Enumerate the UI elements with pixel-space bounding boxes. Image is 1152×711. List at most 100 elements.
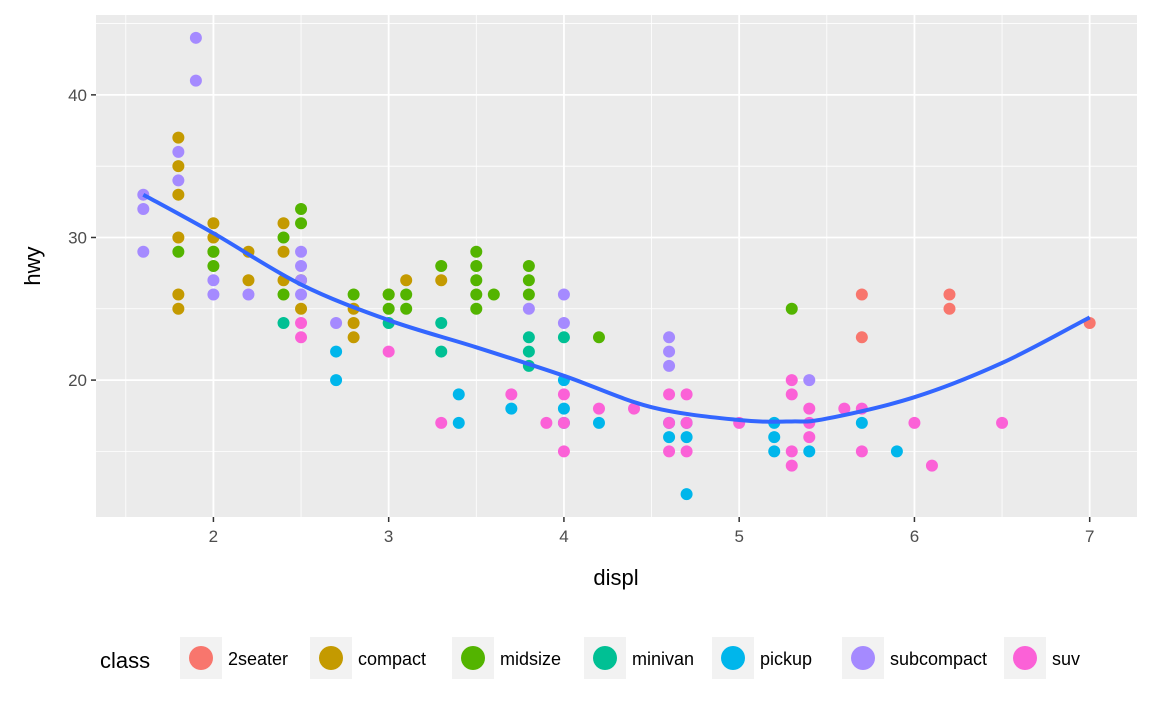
point-2seater <box>855 288 868 301</box>
point-suv <box>785 445 798 458</box>
point-subcompact <box>137 202 150 215</box>
legend-label: pickup <box>760 649 812 669</box>
point-suv <box>295 317 308 330</box>
point-minivan <box>522 345 535 358</box>
point-midsize <box>347 288 360 301</box>
x-tick-label: 3 <box>384 527 393 546</box>
point-suv <box>680 388 693 401</box>
point-suv <box>435 416 448 429</box>
point-pickup <box>768 445 781 458</box>
point-midsize <box>470 274 483 287</box>
point-midsize <box>435 260 448 272</box>
point-pickup <box>663 431 676 444</box>
y-axis-label: hwy <box>20 246 45 285</box>
point-suv <box>680 416 693 429</box>
legend: class 2seater compact midsize minivan pickup… <box>100 637 1080 679</box>
point-compact <box>207 217 220 230</box>
point-midsize <box>487 288 500 301</box>
point-compact <box>172 302 185 315</box>
point-subcompact <box>295 288 308 301</box>
point-compact <box>242 274 255 287</box>
point-subcompact <box>557 288 570 301</box>
point-suv <box>557 388 570 401</box>
point-compact <box>277 245 290 258</box>
point-pickup <box>330 345 343 358</box>
point-suv <box>785 374 798 387</box>
legend-item-pickup: pickup <box>712 637 812 679</box>
legend-item-2seater: 2seater <box>180 637 288 679</box>
point-pickup <box>855 416 868 429</box>
point-midsize <box>400 302 413 315</box>
legend-swatch <box>319 646 343 670</box>
y-tick-label: 40 <box>68 86 87 105</box>
point-suv <box>295 331 308 344</box>
point-midsize <box>382 288 395 301</box>
point-compact <box>295 302 308 315</box>
point-suv <box>925 459 938 472</box>
point-subcompact <box>522 302 535 315</box>
point-subcompact <box>295 245 308 258</box>
y-tick-label: 20 <box>68 371 87 390</box>
point-pickup <box>557 402 570 415</box>
legend-swatch <box>593 646 617 670</box>
point-midsize <box>277 231 290 244</box>
point-compact <box>347 317 360 330</box>
point-suv <box>803 402 816 415</box>
point-midsize <box>592 331 605 344</box>
point-pickup <box>452 388 465 401</box>
point-pickup <box>452 416 465 429</box>
point-compact <box>400 274 413 287</box>
point-subcompact <box>663 331 676 344</box>
point-2seater <box>943 302 956 315</box>
legend-swatch <box>721 646 745 670</box>
point-midsize <box>277 288 290 301</box>
legend-item-suv: suv <box>1004 637 1080 679</box>
point-suv <box>557 416 570 429</box>
point-suv <box>557 445 570 458</box>
point-compact <box>172 188 185 201</box>
point-2seater <box>855 331 868 344</box>
legend-label: subcompact <box>890 649 987 669</box>
legend-swatch <box>461 646 485 670</box>
point-suv <box>628 402 641 415</box>
point-suv <box>855 445 868 458</box>
point-suv <box>663 445 676 458</box>
point-suv <box>838 402 851 415</box>
x-axis-label: displ <box>593 565 638 590</box>
point-minivan <box>522 331 535 344</box>
point-compact <box>172 131 185 144</box>
point-subcompact <box>189 31 202 44</box>
legend-item-midsize: midsize <box>452 637 561 679</box>
legend-swatch <box>851 646 875 670</box>
point-midsize <box>470 260 483 272</box>
point-subcompact <box>242 288 255 301</box>
point-midsize <box>295 202 308 215</box>
legend-label: 2seater <box>228 649 288 669</box>
point-pickup <box>680 488 693 501</box>
point-suv <box>908 416 921 429</box>
point-midsize <box>207 245 220 258</box>
point-midsize <box>470 245 483 258</box>
point-subcompact <box>172 174 185 187</box>
legend-label: compact <box>358 649 426 669</box>
point-midsize <box>207 260 220 272</box>
legend-swatch <box>189 646 213 670</box>
point-midsize <box>522 274 535 287</box>
point-subcompact <box>172 145 185 158</box>
point-suv <box>505 388 518 401</box>
point-suv <box>663 388 676 401</box>
point-midsize <box>172 245 185 258</box>
point-midsize <box>522 260 535 272</box>
point-suv <box>592 402 605 415</box>
point-subcompact <box>663 359 676 372</box>
point-subcompact <box>207 288 220 301</box>
point-2seater <box>943 288 956 301</box>
point-suv <box>663 416 676 429</box>
legend-label: suv <box>1052 649 1080 669</box>
point-compact <box>172 231 185 244</box>
point-midsize <box>785 302 798 315</box>
point-suv <box>996 416 1009 429</box>
point-midsize <box>295 217 308 230</box>
point-subcompact <box>295 260 308 272</box>
x-tick-label: 6 <box>910 527 919 546</box>
